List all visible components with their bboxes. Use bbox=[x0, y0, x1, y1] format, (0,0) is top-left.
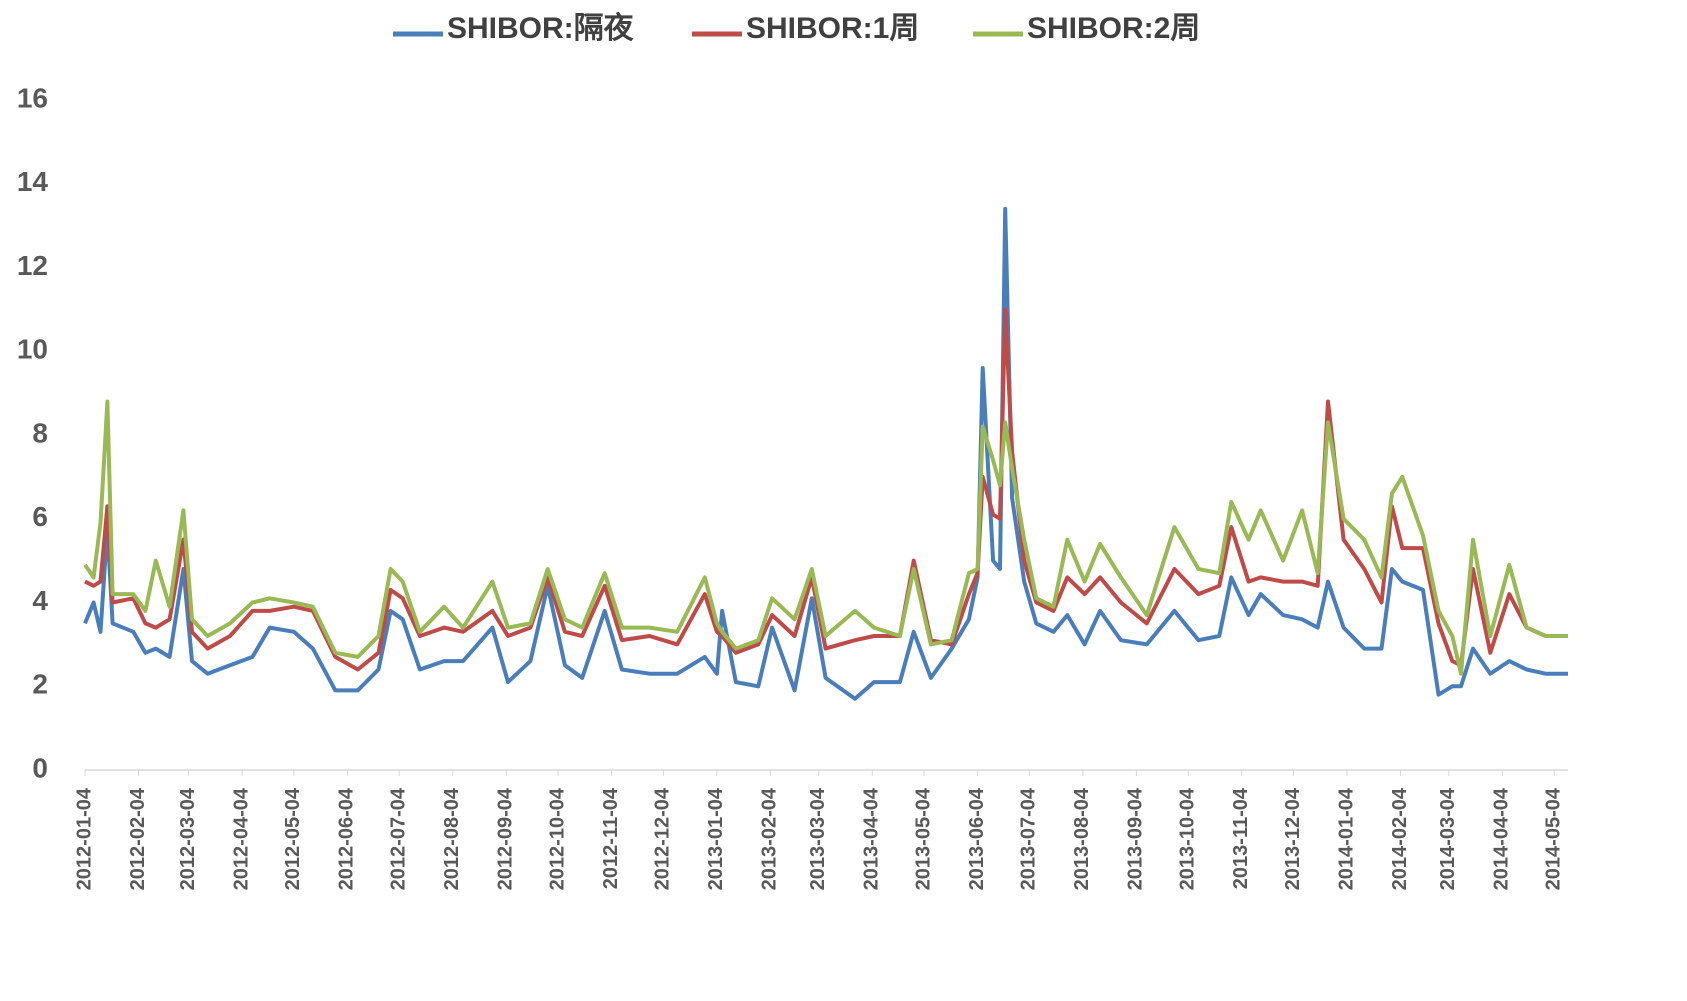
series-line bbox=[83, 399, 1568, 676]
x-tick-label: 2013-09-04 bbox=[1125, 787, 1147, 890]
x-tick-label: 2014-01-04 bbox=[1335, 787, 1357, 890]
y-tick-label: 2 bbox=[32, 669, 48, 700]
legend: SHIBOR:隔夜 SHIBOR:1周 SHIBOR:2周 bbox=[393, 11, 1200, 45]
x-tick-label: 2012-03-04 bbox=[177, 787, 199, 890]
x-tick-label: 2013-05-04 bbox=[912, 787, 934, 890]
x-tick-label: 2013-11-04 bbox=[1230, 787, 1252, 889]
x-tick-label: 2014-03-04 bbox=[1437, 787, 1459, 890]
x-tick-label: 2012-04-04 bbox=[230, 787, 252, 890]
legend-label: SHIBOR:1周 bbox=[746, 12, 919, 45]
x-tick-label: 2013-06-04 bbox=[966, 787, 988, 890]
x-tick-label: 2014-05-04 bbox=[1542, 787, 1564, 890]
series-line bbox=[84, 307, 1568, 672]
x-tick-label: 2013-02-04 bbox=[759, 787, 781, 890]
y-tick-label: 6 bbox=[32, 501, 48, 532]
series-line bbox=[83, 206, 1568, 701]
y-tick-label: 10 bbox=[17, 334, 48, 365]
y-tick-label: 4 bbox=[32, 585, 48, 616]
x-tick-label: 2013-04-04 bbox=[861, 787, 883, 890]
x-tick-label: 2014-04-04 bbox=[1491, 787, 1513, 890]
legend-label: SHIBOR:隔夜 bbox=[447, 11, 635, 45]
x-tick-label: 2012-02-04 bbox=[127, 787, 149, 890]
x-tick-label: 2012-09-04 bbox=[495, 787, 517, 890]
x-tick-label: 2012-11-04 bbox=[600, 787, 622, 889]
x-tick-label: 2013-12-04 bbox=[1282, 787, 1304, 890]
x-tick-label: 2012-06-04 bbox=[336, 787, 358, 890]
x-tick-label: 2012-07-04 bbox=[387, 787, 409, 890]
x-tick-label: 2013-10-04 bbox=[1176, 787, 1198, 890]
y-tick-label: 14 bbox=[17, 166, 49, 197]
x-tick-label: 2013-07-04 bbox=[1018, 787, 1040, 890]
x-tick-label: 2012-01-04 bbox=[73, 787, 95, 890]
y-tick-label: 8 bbox=[32, 417, 48, 448]
legend-label: SHIBOR:2周 bbox=[1027, 12, 1200, 45]
y-tick-label: 0 bbox=[32, 752, 48, 783]
x-tick-label: 2012-08-04 bbox=[441, 787, 463, 890]
x-tick-label: 2012-10-04 bbox=[546, 787, 568, 890]
x-tick-label: 2012-05-04 bbox=[282, 787, 304, 890]
x-tick-label: 2013-01-04 bbox=[705, 787, 727, 890]
x-tick-label: 2013-08-04 bbox=[1071, 787, 1093, 890]
x-tick-label: 2012-12-04 bbox=[652, 787, 674, 890]
x-tick-label: 2013-03-04 bbox=[807, 787, 829, 890]
y-tick-label: 12 bbox=[17, 250, 48, 281]
y-tick-label: 16 bbox=[17, 82, 48, 113]
x-tick-label: 2014-02-04 bbox=[1389, 787, 1411, 890]
